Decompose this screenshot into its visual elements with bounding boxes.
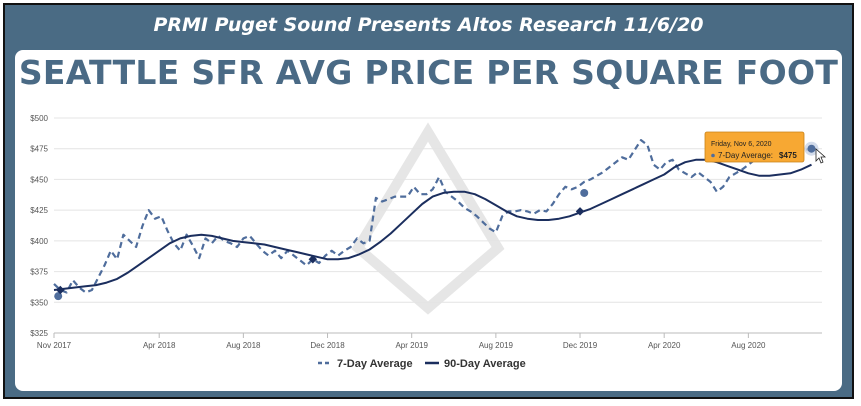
y-tick-label: $425	[30, 206, 48, 215]
x-tick-label: Apr 2020	[648, 341, 681, 350]
series-layer	[53, 139, 812, 294]
y-tick-label: $450	[30, 175, 48, 184]
y-tick-label: $350	[30, 298, 48, 307]
cursor-icon	[815, 148, 827, 164]
banner-title: PRMI Puget Sound Presents Altos Research…	[153, 14, 704, 36]
tooltip-value: $475	[779, 151, 797, 160]
legend: 7-Day Average 90-Day Average	[318, 358, 526, 370]
x-tick-label: Aug 2020	[731, 341, 766, 350]
y-tick-label: $400	[30, 237, 48, 246]
marker-90day[interactable]	[308, 255, 318, 264]
x-tick-label: Apr 2019	[395, 341, 428, 350]
x-tick-label: Aug 2018	[226, 341, 261, 350]
chart-panel: SEATTLE SFR AVG PRICE PER SQUARE FOOT	[15, 50, 842, 391]
hover-tooltip: Friday, Nov 6, 2020 7-Day Average: $475	[704, 131, 827, 164]
watermark-logo	[351, 122, 505, 315]
legend-item-7day[interactable]: 7-Day Average	[318, 358, 413, 370]
tooltip-bullet	[711, 153, 715, 158]
marker-7day[interactable]	[580, 188, 589, 197]
marker-7day[interactable]	[807, 144, 816, 153]
tooltip-label: 7-Day Average:	[718, 151, 773, 160]
y-tick-label: $375	[30, 268, 48, 277]
tooltip-date: Friday, Nov 6, 2020	[711, 141, 772, 148]
tooltip-box	[704, 131, 805, 163]
x-tick-label: Apr 2018	[143, 341, 176, 350]
marker-layer	[54, 141, 819, 301]
legend-label-7day: 7-Day Average	[337, 358, 413, 370]
x-axis: Nov 2017 Apr 2018 Aug 2018 Dec 2018 Apr 2019…	[37, 332, 822, 350]
x-tick-label: Aug 2019	[479, 341, 514, 350]
marker-7day[interactable]	[54, 292, 63, 301]
x-tick-label: Nov 2017	[37, 341, 72, 350]
series-line-90day[interactable]	[53, 158, 812, 291]
chart-headline: SEATTLE SFR AVG PRICE PER SQUARE FOOT	[18, 53, 839, 92]
y-tick-label: $475	[30, 145, 48, 154]
legend-label-90day: 90-Day Average	[444, 358, 526, 370]
marker-90day[interactable]	[56, 285, 65, 295]
y-tick-label: $325	[30, 329, 48, 338]
series-line-7day[interactable]	[53, 139, 812, 294]
x-tick-label: Dec 2018	[310, 341, 345, 350]
x-tick-label: Dec 2019	[563, 341, 598, 350]
y-tick-label: $500	[30, 114, 48, 123]
legend-item-90day[interactable]: 90-Day Average	[425, 358, 526, 370]
y-axis: $325 $350 $375 $400 $425 $450 $475 $500	[30, 114, 48, 338]
